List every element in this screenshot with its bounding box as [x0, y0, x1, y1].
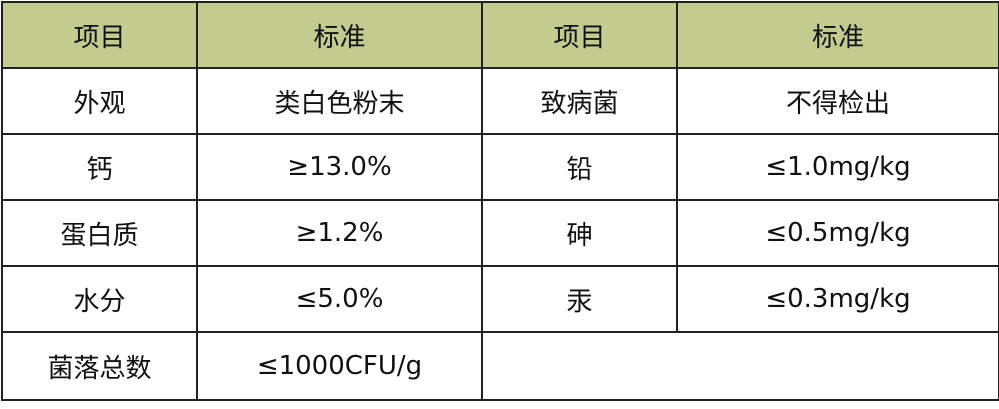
cell: ≤1.0mg/kg: [676, 133, 999, 201]
header-item: 项目: [1, 1, 198, 69]
header-standard: 标准: [676, 1, 999, 69]
header-standard: 标准: [196, 1, 483, 69]
cell: 砷: [481, 199, 678, 267]
header-item: 项目: [481, 1, 678, 69]
cell: 不得检出: [676, 67, 999, 135]
cell: 外观: [1, 67, 198, 135]
table-row: 钙 ≥13.0% 铅 ≤1.0mg/kg: [1, 133, 999, 201]
cell: 汞: [481, 265, 678, 333]
table-row: 外观 类白色粉末 致病菌 不得检出: [1, 67, 999, 135]
cell: 类白色粉末: [196, 67, 483, 135]
cell: 钙: [1, 133, 198, 201]
spec-table: 项目 标准 项目 标准 外观 类白色粉末 致病菌 不得检出 钙 ≥13.0% 铅…: [1, 1, 999, 401]
table-row: 蛋白质 ≥1.2% 砷 ≤0.5mg/kg: [1, 199, 999, 267]
cell: 铅: [481, 133, 678, 201]
cell: ≤1000CFU/g: [196, 331, 483, 401]
cell: 菌落总数: [1, 331, 198, 401]
header-row: 项目 标准 项目 标准: [1, 1, 999, 69]
table-row: 水分 ≤5.0% 汞 ≤0.3mg/kg: [1, 265, 999, 333]
cell: 蛋白质: [1, 199, 198, 267]
cell: ≤0.3mg/kg: [676, 265, 999, 333]
empty-cell: [481, 331, 999, 401]
cell: ≥1.2%: [196, 199, 483, 267]
cell: 致病菌: [481, 67, 678, 135]
cell: ≥13.0%: [196, 133, 483, 201]
cell: ≤5.0%: [196, 265, 483, 333]
cell: 水分: [1, 265, 198, 333]
cell: ≤0.5mg/kg: [676, 199, 999, 267]
table-row: 菌落总数 ≤1000CFU/g: [1, 331, 999, 401]
